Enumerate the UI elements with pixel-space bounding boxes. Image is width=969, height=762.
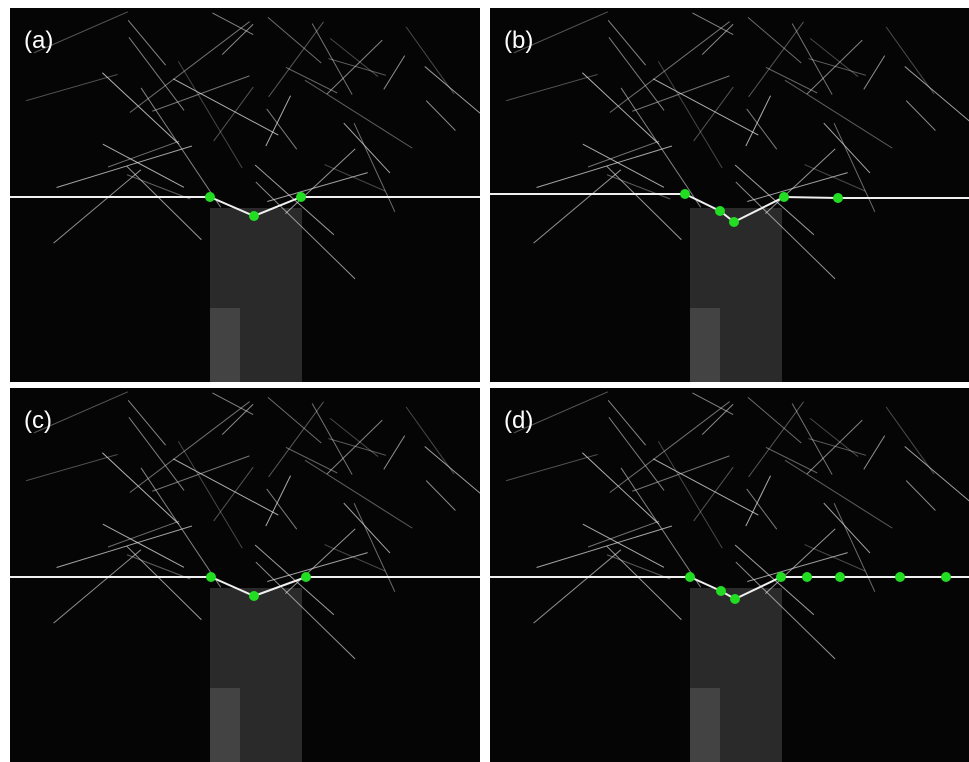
tracked-point bbox=[249, 591, 259, 601]
tracked-point bbox=[776, 572, 786, 582]
panel-content bbox=[10, 8, 492, 382]
specimen-shade bbox=[210, 308, 240, 382]
tracked-point bbox=[802, 572, 812, 582]
panel-content bbox=[10, 388, 492, 762]
tracked-point bbox=[205, 192, 215, 202]
panel: (a) bbox=[10, 8, 492, 382]
panel-content bbox=[490, 8, 969, 382]
tracked-point bbox=[296, 192, 306, 202]
tracked-point bbox=[716, 586, 726, 596]
tracked-point bbox=[206, 572, 216, 582]
tracked-point bbox=[779, 192, 789, 202]
panel-label: (c) bbox=[24, 407, 52, 434]
tracked-point bbox=[941, 572, 951, 582]
panel: (d) bbox=[490, 388, 969, 762]
panel-label: (a) bbox=[24, 27, 53, 54]
tracked-point bbox=[301, 572, 311, 582]
tracked-point bbox=[680, 189, 690, 199]
specimen-shade bbox=[690, 308, 720, 382]
panel-label: (b) bbox=[504, 27, 533, 54]
tracked-point bbox=[730, 594, 740, 604]
tracked-point bbox=[833, 193, 843, 203]
specimen-shade bbox=[210, 688, 240, 762]
tracked-point bbox=[729, 217, 739, 227]
panel: (b) bbox=[490, 8, 969, 382]
figure: (a) (b) (c) (d) bbox=[0, 0, 969, 762]
panel-label: (d) bbox=[504, 407, 533, 434]
tracked-point bbox=[835, 572, 845, 582]
page: (a)(b)(c)(d) (() => { const data = JSON.… bbox=[0, 0, 969, 762]
panel-content bbox=[490, 388, 969, 762]
tracked-point bbox=[715, 206, 725, 216]
panel: (c) bbox=[10, 388, 492, 762]
tracked-point bbox=[685, 572, 695, 582]
tracked-point bbox=[895, 572, 905, 582]
specimen-shade bbox=[690, 688, 720, 762]
tracked-point bbox=[249, 211, 259, 221]
